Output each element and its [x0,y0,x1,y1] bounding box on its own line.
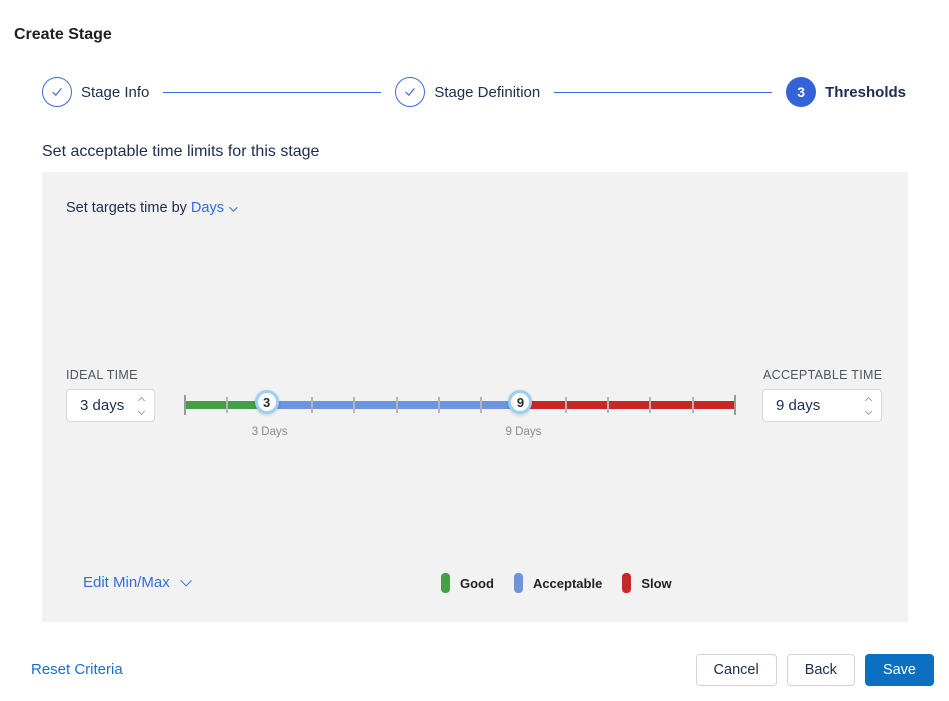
target-time-row: Set targets time by Days [66,200,238,216]
handle-value: 3 [262,394,271,410]
ideal-time-label: IDEAL TIME [66,368,138,382]
acceptable-time-label: ACCEPTABLE TIME [763,368,883,382]
stepper-up-icon[interactable] [137,396,146,404]
stepper: Stage Info Stage Definition 3 Thresholds [42,77,906,107]
acceptable-time-input[interactable]: 9 days [762,389,882,422]
reset-criteria-link[interactable]: Reset Criteria [31,661,123,678]
slider-handle-acceptable[interactable]: 9 [508,390,533,414]
edit-minmax-label: Edit Min/Max [83,574,170,591]
good-swatch [441,573,450,593]
slider-tick [437,397,440,413]
acceptable-handle-label: 9 Days [505,426,542,438]
step-number-circle: 3 [786,77,817,107]
target-time-label: Set targets time by [66,200,187,216]
stepper-down-icon[interactable] [137,407,146,415]
acceptable-swatch [513,573,523,593]
footer-buttons: Cancel Back Save [695,654,934,686]
number-stepper [864,396,873,415]
number-stepper [137,396,146,415]
legend-item-acceptable: Acceptable [513,573,603,593]
check-circle-icon [42,77,72,107]
cancel-button[interactable]: Cancel [695,654,777,686]
slider-tick [564,397,567,413]
slider-tick [691,397,694,413]
stepper-up-icon[interactable] [864,396,873,404]
ideal-handle-label: 3 Days [251,426,288,438]
slider-tick [310,397,313,413]
step-stage-info[interactable]: Stage Info [42,77,149,107]
ideal-time-input[interactable]: 3 days [66,389,155,422]
stepper-down-icon[interactable] [864,407,873,415]
slider-handle-ideal[interactable]: 3 [254,390,279,414]
slider-tick [649,397,652,413]
step-thresholds[interactable]: 3 Thresholds [786,77,906,107]
section-heading: Set acceptable time limits for this stag… [42,143,320,160]
slider-tick [734,395,736,415]
ideal-time-value: 3 days [80,397,125,414]
thresholds-panel: Set targets time by Days IDEAL TIME 3 da… [42,172,908,622]
legend-label: Acceptable [532,575,603,591]
chevron-down-icon [229,203,238,212]
legend-label: Good [460,575,494,591]
legend: Good Acceptable Slow [441,573,672,593]
legend-item-slow: Slow [622,573,672,593]
step-label: Thresholds [825,83,906,101]
legend-item-good: Good [441,573,494,593]
slider-tick [480,397,483,413]
stepper-connector [163,91,382,93]
slider-segment-slow [523,401,735,409]
slow-swatch [622,573,632,593]
slider-tick [607,397,610,413]
slider-tick [353,397,356,413]
edit-minmax-link[interactable]: Edit Min/Max [83,574,192,591]
legend-label: Slow [641,575,672,591]
slider-tick [395,397,398,413]
check-circle-icon [395,77,426,107]
page-title: Create Stage [14,26,112,43]
slider-tick [184,395,186,415]
step-label: Stage Definition [434,83,541,101]
time-threshold-slider[interactable]: 3 9 3 Days 9 Days [184,390,736,438]
back-button[interactable]: Back [786,654,855,686]
acceptable-time-value: 9 days [776,397,821,414]
stepper-connector [554,91,773,93]
step-stage-definition[interactable]: Stage Definition [395,77,540,107]
target-time-unit-dropdown[interactable]: Days [191,200,238,216]
slider-tick [226,397,229,413]
save-button[interactable]: Save [864,654,934,686]
step-label: Stage Info [81,83,150,101]
chevron-down-icon [180,574,192,587]
handle-value: 9 [516,394,525,410]
